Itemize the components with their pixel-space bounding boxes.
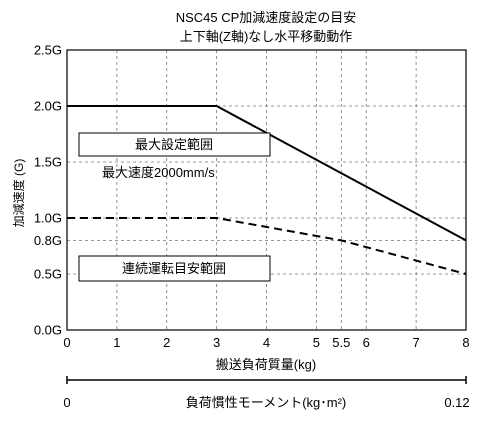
y-axis-label: 加減速度 (G) — [11, 159, 26, 228]
moment-axis-max: 0.12 — [444, 395, 469, 410]
x-tick-label: 2 — [163, 335, 170, 350]
x-axis-label: 搬送負荷質量(kg) — [216, 357, 316, 372]
continuous-range-label: 連続運転目安範囲 — [122, 261, 226, 276]
x-tick-label: 7 — [413, 335, 420, 350]
y-tick-label: 0.0G — [34, 323, 62, 338]
continuous-range-box — [78, 255, 271, 282]
max-speed-label: 最大速度2000mm/s — [102, 165, 215, 180]
y-tick-labels: 0.0G 0.5G 0.8G 1.0G 1.5G 2.0G 2.5G — [34, 43, 62, 338]
y-tick-label: 2.0G — [34, 99, 62, 114]
x-tick-label: 5 — [313, 335, 320, 350]
chart-title-line-2: 上下軸(Z軸)なし水平移動動作 — [180, 29, 353, 44]
continuous-range-line — [67, 217, 467, 275]
series-lines — [67, 105, 467, 275]
max-range-box — [78, 132, 271, 157]
chart-title-line-1: NSC45 CP加減速度設定の目安 — [176, 10, 357, 25]
max-range-label: 最大設定範囲 — [135, 137, 213, 152]
y-tick-label: 0.8G — [34, 233, 62, 248]
x-tick-label: 0 — [63, 335, 70, 350]
max-range-line — [67, 105, 467, 242]
y-tick-label: 0.5G — [34, 267, 62, 282]
y-tick-label: 2.5G — [34, 43, 62, 58]
moment-axis-label: 負荷慣性モーメント(kg･m²) — [186, 395, 347, 410]
y-tick-label: 1.5G — [34, 155, 62, 170]
x-tick-label: 4 — [263, 335, 270, 350]
x-tick-label: 5.5 — [332, 335, 350, 350]
x-tick-labels: 0 1 2 3 4 5 5.5 6 7 8 — [63, 335, 469, 350]
y-tick-label: 1.0G — [34, 211, 62, 226]
x-tick-label: 8 — [462, 335, 469, 350]
x-tick-label: 1 — [113, 335, 120, 350]
plot-frame — [66, 49, 467, 331]
grid-lines — [67, 50, 466, 330]
x-tick-label: 3 — [213, 335, 220, 350]
moment-axis-min: 0 — [63, 395, 70, 410]
x-tick-label: 6 — [363, 335, 370, 350]
